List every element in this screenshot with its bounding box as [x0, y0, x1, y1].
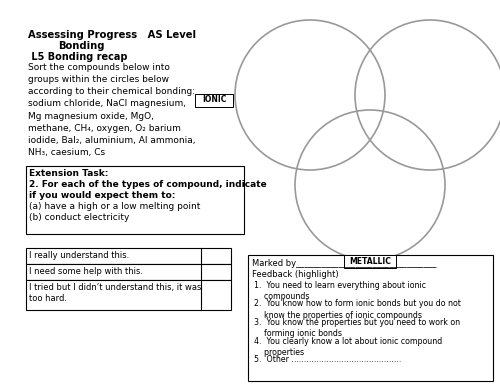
- Text: Marked by_________________________________: Marked by_______________________________…: [252, 259, 436, 268]
- Text: 4.  You clearly know a lot about ionic compound
    properties: 4. You clearly know a lot about ionic co…: [254, 337, 442, 357]
- Text: Assessing Progress   AS Level: Assessing Progress AS Level: [28, 30, 196, 40]
- Bar: [26, 264, 231, 280]
- Bar: [26, 280, 231, 310]
- Text: Extension Task:: Extension Task:: [29, 169, 108, 178]
- Text: 2. For each of the types of compound, indicate
if you would expect them to:: 2. For each of the types of compound, in…: [29, 180, 267, 200]
- Text: Bonding: Bonding: [58, 41, 104, 51]
- Text: I need some help with this.: I need some help with this.: [29, 267, 143, 276]
- Text: METALLIC: METALLIC: [349, 257, 391, 266]
- Text: 5.  Other ............................................: 5. Other ...............................…: [254, 355, 402, 364]
- Text: IONIC: IONIC: [202, 95, 226, 105]
- Text: Feedback (highlight): Feedback (highlight): [252, 270, 338, 279]
- Bar: [195, 93, 233, 107]
- Bar: [26, 166, 244, 234]
- Text: (a) have a high or a low melting point
(b) conduct electricity: (a) have a high or a low melting point (…: [29, 202, 200, 222]
- Text: 3.  You know the properties but you need to work on
    forming ionic bonds: 3. You know the properties but you need …: [254, 318, 460, 338]
- Text: I really understand this.: I really understand this.: [29, 251, 129, 260]
- Text: L5 Bonding recap: L5 Bonding recap: [28, 52, 128, 62]
- Bar: [344, 255, 396, 268]
- Text: I tried but I didn’t understand this, it was
too hard.: I tried but I didn’t understand this, it…: [29, 283, 202, 303]
- Text: Sort the compounds below into
groups within the circles below
according to their: Sort the compounds below into groups wit…: [28, 63, 196, 157]
- Bar: [248, 255, 493, 381]
- Text: 1.  You need to learn everything about ionic
    compounds: 1. You need to learn everything about io…: [254, 281, 426, 301]
- Bar: [26, 248, 231, 264]
- Text: 2.  You know how to form ionic bonds but you do not
    know the properties of i: 2. You know how to form ionic bonds but …: [254, 300, 461, 320]
